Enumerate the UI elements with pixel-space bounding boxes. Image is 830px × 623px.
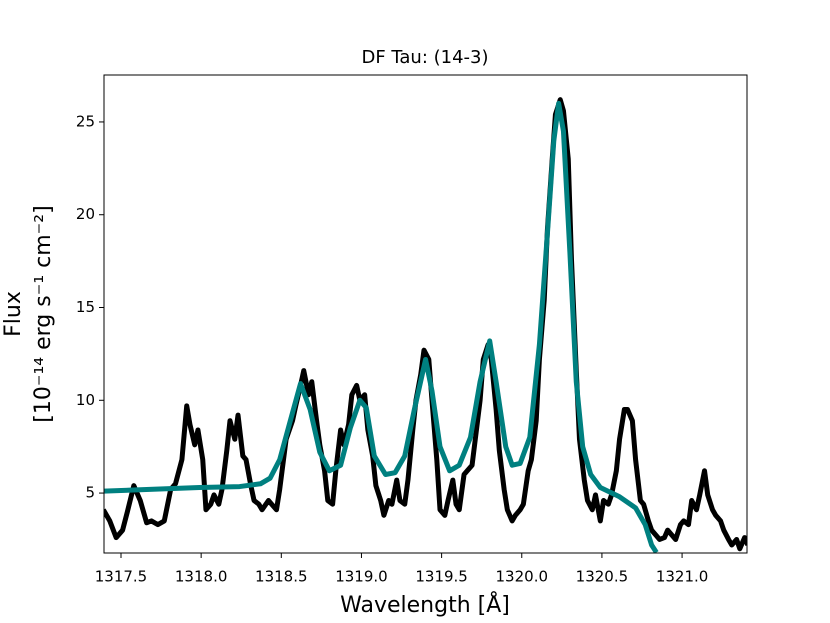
x-tick-label: 1319.5 [415, 568, 468, 586]
y-tick-label: 25 [76, 112, 95, 130]
y-tick-label: 10 [76, 391, 95, 409]
y-axis-label: Flux [1, 291, 26, 337]
x-tick-label: 1317.5 [95, 568, 148, 586]
y-tick-label: 15 [76, 298, 95, 316]
x-tick-label: 1318.5 [255, 568, 308, 586]
y-tick-label: 5 [85, 484, 95, 502]
plot-frame [103, 74, 748, 554]
data-line [104, 100, 659, 553]
x-tick-label: 1318.0 [175, 568, 228, 586]
x-tick-label: 1321.0 [656, 568, 709, 586]
x-tick-label: 1320.5 [576, 568, 629, 586]
x-tick-label: 1320.0 [496, 568, 549, 586]
x-axis-label: Wavelength [Å] [340, 591, 510, 618]
y-tick-label: 20 [76, 205, 95, 223]
y-axis-label: [10⁻¹⁴ erg s⁻¹ cm⁻²] [31, 205, 56, 422]
x-tick-label: 1319.0 [335, 568, 388, 586]
chart-title: DF Tau: (14-3) [361, 47, 488, 68]
data-line [104, 97, 747, 552]
